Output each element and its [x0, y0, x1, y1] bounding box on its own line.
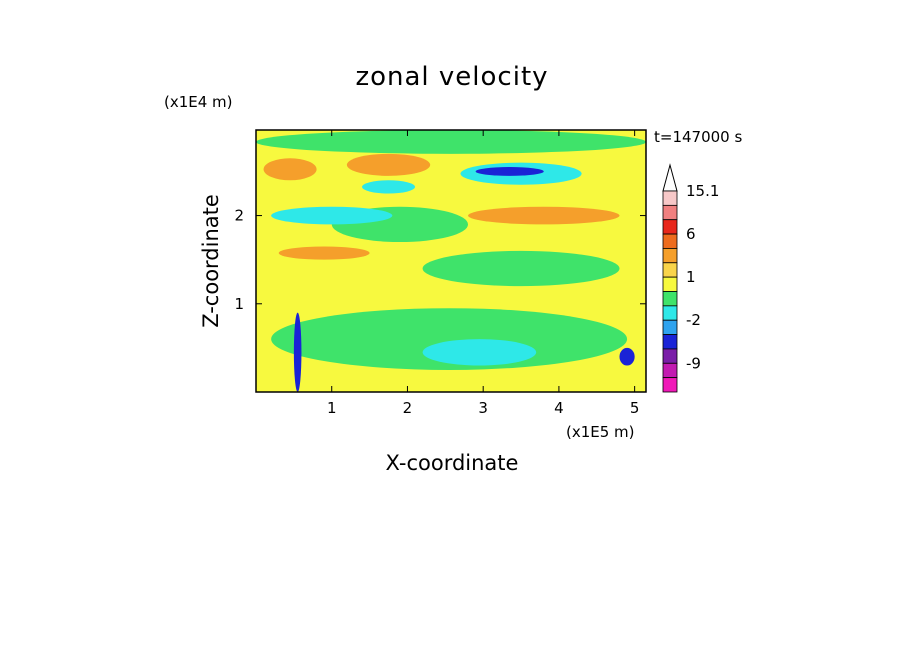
colorbar-label: 6 [686, 225, 696, 243]
plot-frame [255, 129, 647, 393]
x-tick-label: 4 [554, 399, 564, 417]
contour-region-blue [293, 312, 302, 392]
colorbar-label: 1 [686, 268, 696, 286]
x-tick-label: 2 [403, 399, 413, 417]
colorbar-box [662, 233, 678, 249]
contour-region-blue [619, 347, 635, 366]
colorbar-box [662, 377, 678, 393]
contour-region-orange [346, 153, 431, 176]
contour-region-cyan [422, 339, 537, 366]
colorbar: 15.1 6 1 -2 -9 [662, 163, 719, 393]
x-tick-label: 5 [630, 399, 640, 417]
contour-region-cyan [271, 206, 393, 225]
colorbar-label: -9 [686, 354, 701, 372]
y-axis: 12 [234, 207, 646, 313]
chart-title: zonal velocity [355, 62, 548, 92]
colorbar-box [662, 276, 678, 292]
colorbar-box [662, 319, 678, 335]
colorbar-arrow [662, 163, 678, 192]
colorbar-box [662, 362, 678, 379]
y-multiplier: (x1E4 m) [164, 93, 233, 111]
colorbar-box [662, 204, 678, 221]
colorbar-label: -2 [686, 311, 701, 329]
contour-region-green [422, 250, 620, 287]
colorbar-box [662, 262, 678, 278]
x-tick-label: 1 [327, 399, 337, 417]
time-label: t=147000 s [654, 128, 742, 146]
colorbar-box [662, 190, 678, 206]
contour-region-green [256, 130, 646, 154]
colorbar-box [662, 305, 678, 321]
colorbar-box [662, 348, 678, 364]
contour-region-orange [468, 206, 620, 225]
colorbar-box [662, 219, 678, 235]
colorbar-label: 15.1 [686, 182, 719, 200]
contour-region-blue [475, 167, 544, 176]
y-tick-label: 2 [234, 207, 244, 225]
x-tick-label: 3 [478, 399, 488, 417]
colorbar-box [662, 291, 678, 307]
y-axis-label: Z-coordinate [199, 194, 223, 328]
colorbar-box [662, 248, 678, 264]
contour-region-green [271, 308, 628, 370]
contour-field [256, 130, 646, 392]
contour-region-cyan [362, 180, 416, 194]
contour-region-orange [263, 158, 317, 181]
x-multiplier: (x1E5 m) [566, 423, 635, 441]
x-axis: 1 2 3 4 5 [327, 130, 639, 417]
colorbar-box [662, 334, 678, 350]
contour-region-orange [278, 246, 370, 260]
y-tick-label: 1 [234, 295, 244, 313]
x-axis-label: X-coordinate [386, 451, 519, 475]
